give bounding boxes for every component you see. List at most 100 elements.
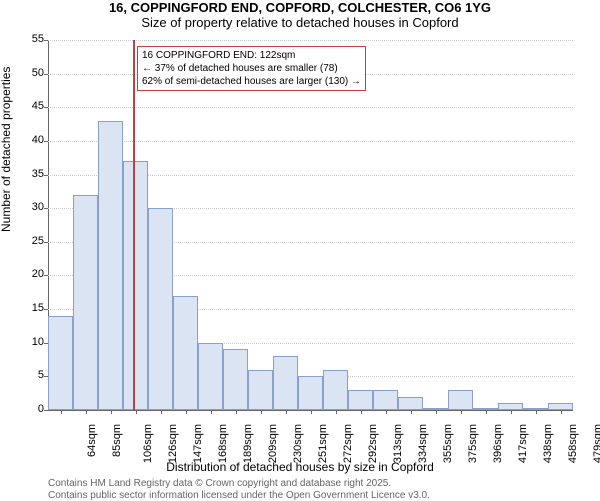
xtick-mark: [386, 410, 387, 414]
histogram-bar: [198, 343, 223, 410]
reference-line: [133, 40, 135, 410]
xtick-label: 355sqm: [442, 424, 454, 463]
plot-area: 16 COPPINGFORD END: 122sqm ← 37% of deta…: [48, 40, 573, 410]
footer-line1: Contains HM Land Registry data © Crown c…: [48, 478, 391, 489]
ytick-mark: [44, 74, 48, 75]
annotation-line3: 62% of semi-detached houses are larger (…: [142, 75, 361, 88]
histogram-bar: [398, 397, 423, 410]
xtick-mark: [236, 410, 237, 414]
annotation-box: 16 COPPINGFORD END: 122sqm ← 37% of deta…: [137, 46, 366, 91]
xtick-mark: [486, 410, 487, 414]
annotation-line2: ← 37% of detached houses are smaller (78…: [142, 62, 361, 75]
xtick-label: 209sqm: [267, 424, 279, 463]
histogram-bar: [73, 195, 98, 410]
histogram-bar: [123, 161, 148, 410]
xtick-label: 147sqm: [192, 424, 204, 463]
histogram-bar: [298, 376, 323, 410]
ytick-mark: [44, 343, 48, 344]
ytick-label: 10: [14, 336, 44, 348]
xtick-mark: [161, 410, 162, 414]
xtick-mark: [511, 410, 512, 414]
xtick-mark: [186, 410, 187, 414]
histogram-bar: [148, 208, 173, 410]
xtick-label: 292sqm: [367, 424, 379, 463]
ytick-label: 20: [14, 268, 44, 280]
histogram-bar: [173, 296, 198, 410]
ytick-mark: [44, 40, 48, 41]
ytick-mark: [44, 208, 48, 209]
ytick-mark: [44, 242, 48, 243]
xtick-mark: [311, 410, 312, 414]
histogram-bar: [223, 349, 248, 410]
chart-container: 16, COPPINGFORD END, COPFORD, COLCHESTER…: [0, 0, 600, 500]
xtick-label: 417sqm: [517, 424, 529, 463]
grid-line: [48, 107, 573, 108]
xtick-label: 85sqm: [111, 424, 123, 457]
xtick-mark: [436, 410, 437, 414]
xtick-label: 230sqm: [292, 424, 304, 463]
histogram-bar: [248, 370, 273, 410]
histogram-bar: [98, 121, 123, 410]
xtick-mark: [111, 410, 112, 414]
ytick-label: 5: [14, 369, 44, 381]
ytick-label: 0: [14, 403, 44, 415]
xtick-mark: [361, 410, 362, 414]
xtick-mark: [561, 410, 562, 414]
ytick-mark: [44, 175, 48, 176]
histogram-bar: [448, 390, 473, 410]
ytick-label: 25: [14, 235, 44, 247]
ytick-mark: [44, 275, 48, 276]
histogram-bar: [48, 316, 73, 410]
ytick-label: 45: [14, 100, 44, 112]
chart-subtitle: Size of property relative to detached ho…: [0, 15, 600, 30]
ytick-label: 55: [14, 33, 44, 45]
xtick-label: 375sqm: [467, 424, 479, 463]
histogram-bar: [323, 370, 348, 410]
xtick-mark: [61, 410, 62, 414]
ytick-mark: [44, 107, 48, 108]
annotation-line1: 16 COPPINGFORD END: 122sqm: [142, 49, 361, 62]
ytick-label: 35: [14, 168, 44, 180]
ytick-mark: [44, 309, 48, 310]
xtick-mark: [86, 410, 87, 414]
histogram-bar: [273, 356, 298, 410]
ytick-mark: [44, 410, 48, 411]
grid-line: [48, 141, 573, 142]
histogram-bar: [373, 390, 398, 410]
ytick-mark: [44, 376, 48, 377]
xtick-label: 479sqm: [592, 424, 600, 463]
xtick-mark: [261, 410, 262, 414]
xtick-mark: [136, 410, 137, 414]
chart-title: 16, COPPINGFORD END, COPFORD, COLCHESTER…: [0, 0, 600, 15]
x-axis-label: Distribution of detached houses by size …: [0, 460, 600, 474]
xtick-mark: [286, 410, 287, 414]
xtick-mark: [536, 410, 537, 414]
xtick-label: 458sqm: [567, 424, 579, 463]
xtick-mark: [336, 410, 337, 414]
xtick-label: 396sqm: [492, 424, 504, 463]
y-axis-label: Number of detached properties: [0, 67, 13, 232]
xtick-label: 189sqm: [242, 424, 254, 463]
ytick-label: 30: [14, 201, 44, 213]
xtick-label: 334sqm: [417, 424, 429, 463]
xtick-mark: [411, 410, 412, 414]
xtick-label: 251sqm: [317, 424, 329, 463]
ytick-label: 40: [14, 134, 44, 146]
xtick-label: 126sqm: [167, 424, 179, 463]
xtick-label: 438sqm: [542, 424, 554, 463]
xtick-label: 272sqm: [342, 424, 354, 463]
xtick-label: 64sqm: [86, 424, 98, 457]
ytick-label: 15: [14, 302, 44, 314]
xtick-label: 313sqm: [392, 424, 404, 463]
ytick-label: 50: [14, 67, 44, 79]
ytick-mark: [44, 141, 48, 142]
histogram-bar: [348, 390, 373, 410]
xtick-mark: [211, 410, 212, 414]
histogram-bar: [548, 403, 573, 410]
histogram-bar: [498, 403, 523, 410]
grid-line: [48, 40, 573, 41]
xtick-mark: [461, 410, 462, 414]
xtick-label: 168sqm: [217, 424, 229, 463]
footer-line2: Contains public sector information licen…: [48, 490, 430, 501]
xtick-label: 106sqm: [142, 424, 154, 463]
